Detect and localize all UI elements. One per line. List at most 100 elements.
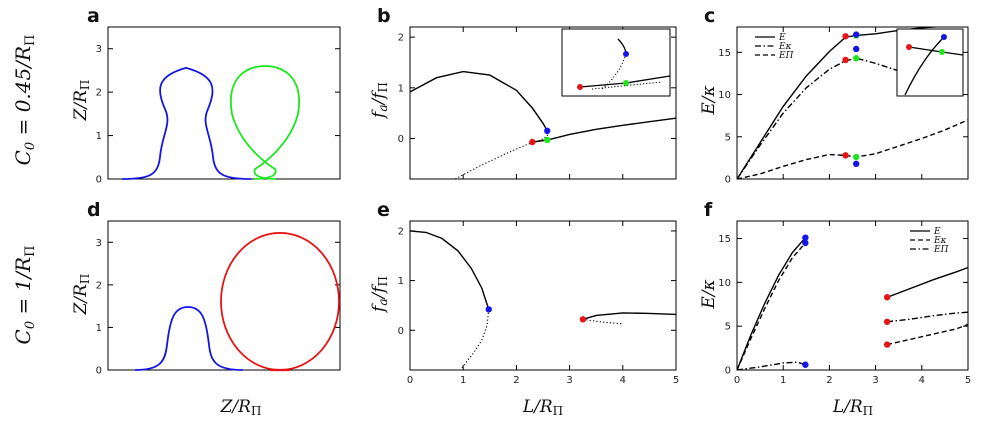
inset-marker-blue bbox=[941, 34, 947, 40]
marker-blue bbox=[852, 45, 860, 53]
marker-red bbox=[883, 341, 891, 348]
series-upper-stable-branch bbox=[410, 70, 548, 132]
inset-branch-1 bbox=[904, 36, 945, 96]
y-tick-label: 0 bbox=[398, 326, 404, 337]
panel-e-force-chart: 0 1 2 0 1 2 3 4 5 bbox=[398, 220, 679, 386]
series-e- bbox=[737, 119, 968, 179]
panel-label-f: f bbox=[704, 199, 713, 221]
series-e-branch-2- bbox=[886, 266, 968, 298]
inset-marker-green bbox=[939, 49, 945, 55]
x-tick-label: 4 bbox=[620, 375, 626, 386]
legend-entry: EΠ bbox=[933, 245, 949, 255]
y-tick-label: 5 bbox=[725, 132, 731, 143]
panel-label-d: d bbox=[87, 199, 101, 221]
inset-marker-red bbox=[906, 44, 912, 50]
plot-frame-e bbox=[409, 220, 677, 371]
x-tick-label: 4 bbox=[919, 375, 925, 386]
shape-bump-blue bbox=[134, 306, 244, 371]
y-tick-label: 2 bbox=[96, 280, 102, 291]
marker-red bbox=[529, 138, 536, 146]
marker-blue bbox=[852, 160, 860, 167]
inset-frame bbox=[896, 28, 964, 97]
marker-blue bbox=[802, 234, 809, 241]
panel-label-c: c bbox=[704, 5, 715, 27]
panel-label-b: b bbox=[377, 5, 391, 27]
x-tick-label: 3 bbox=[566, 375, 572, 386]
marker-green bbox=[852, 153, 860, 161]
marker-blue bbox=[802, 361, 809, 368]
svg-text:C0 = 1/RΠ: C0 = 1/RΠ bbox=[11, 246, 38, 345]
panel-a-shapes: 0 1 2 3 bbox=[96, 26, 341, 186]
xlabel-e: L/RΠ bbox=[522, 397, 563, 418]
y-tick-label: 2 bbox=[398, 33, 404, 44]
y-tick-label: 3 bbox=[96, 44, 102, 55]
marker-blue bbox=[544, 127, 551, 135]
x-tick-label: 2 bbox=[513, 375, 519, 386]
y-tick-label: 0 bbox=[96, 366, 102, 377]
panel-label-a: a bbox=[87, 5, 100, 27]
y-tick-label: 1 bbox=[398, 83, 404, 94]
x-tick-label: 1 bbox=[460, 375, 466, 386]
panel-b-force-chart: 0 1 2 bbox=[398, 26, 677, 180]
svg-text:C0 = 0.45/RΠ: C0 = 0.45/RΠ bbox=[11, 35, 38, 166]
inset-marker-red bbox=[577, 84, 583, 90]
y-tick-label: 15 bbox=[718, 48, 731, 59]
x-tick-label: 3 bbox=[872, 375, 878, 386]
y-tick-label: 3 bbox=[96, 238, 102, 249]
marker-blue bbox=[802, 239, 809, 247]
y-tick-label: 0 bbox=[96, 175, 102, 186]
series-e bbox=[737, 27, 944, 179]
series-e-branch-2- bbox=[886, 323, 968, 346]
marker-red bbox=[579, 316, 587, 323]
inset-b bbox=[561, 28, 671, 97]
row-label-top: C0 = 0.45/RΠ bbox=[11, 35, 38, 166]
inset-unstable-branch bbox=[601, 53, 627, 90]
ylabel-d: Z/RΠ bbox=[71, 274, 92, 316]
legend-entry: Eκ bbox=[933, 236, 947, 246]
y-tick-label: 0 bbox=[725, 366, 731, 377]
marker-red bbox=[842, 152, 849, 159]
inset-marker-blue bbox=[623, 51, 629, 57]
series-eκ bbox=[737, 242, 806, 370]
series-stable-branch-1 bbox=[410, 230, 490, 310]
shape-vesicle-red bbox=[220, 232, 340, 371]
y-tick-label: 0 bbox=[725, 175, 731, 186]
y-tick-label: 0 bbox=[398, 134, 404, 145]
y-tick-label: 1 bbox=[96, 323, 102, 334]
plot-area-b bbox=[410, 70, 676, 179]
series-eκ-branch-2- bbox=[887, 311, 968, 323]
marker-blue bbox=[852, 31, 860, 38]
plot-area-f bbox=[737, 234, 968, 370]
ylabel-b: fa/fΠ bbox=[369, 82, 390, 120]
legend-entry: E bbox=[933, 227, 941, 237]
inset-frame bbox=[561, 28, 671, 97]
x-tick-label: 5 bbox=[673, 375, 679, 386]
series-e bbox=[737, 237, 806, 370]
marker-red bbox=[842, 56, 849, 64]
marker-red bbox=[842, 33, 849, 40]
x-tick-label: 0 bbox=[734, 375, 740, 386]
shape-bud-green bbox=[229, 65, 301, 180]
ylabel-f: E/κ bbox=[699, 279, 719, 309]
y-tick-label: 10 bbox=[718, 90, 731, 101]
y-tick-label: 15 bbox=[718, 234, 731, 245]
x-tick-label: 2 bbox=[826, 375, 832, 386]
plot-area-e bbox=[410, 230, 676, 370]
marker-green bbox=[852, 55, 860, 62]
panel-d-shapes: 0 1 2 3 bbox=[96, 220, 341, 377]
panel-label-e: e bbox=[377, 199, 390, 221]
xlabel-d: Z/RΠ bbox=[220, 397, 262, 418]
marker-red bbox=[883, 294, 891, 301]
plot-frame-c bbox=[736, 26, 969, 180]
series-stable-branch-2 bbox=[582, 312, 676, 320]
shape-necked-blue bbox=[121, 66, 252, 180]
y-tick-label: 2 bbox=[96, 88, 102, 99]
legend-entry: E bbox=[778, 33, 786, 43]
inset-dotted bbox=[591, 81, 663, 90]
ylabel-a: Z/RΠ bbox=[71, 80, 92, 122]
